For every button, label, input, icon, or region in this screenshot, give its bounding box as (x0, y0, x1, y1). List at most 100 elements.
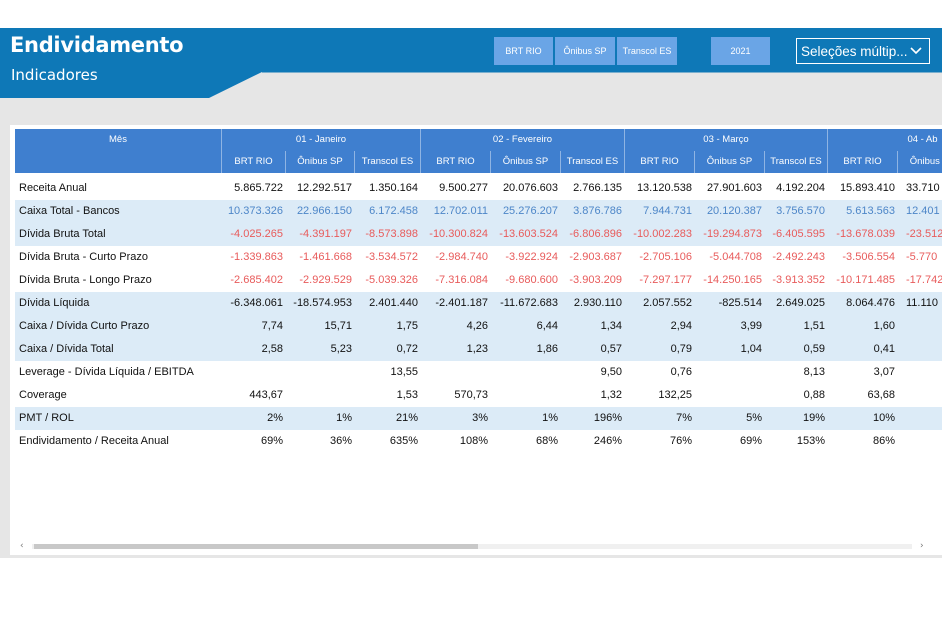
table-cell: 1,75 (396, 320, 418, 332)
table-cell: 0,72 (396, 343, 418, 355)
table-cell: 1,53 (396, 389, 418, 401)
table-cell: 5,23 (330, 343, 352, 355)
table-cell: 0,59 (803, 343, 825, 355)
scroll-thumb[interactable] (34, 544, 478, 549)
table-row: Dívida Bruta - Curto Prazo -1.339.863 -1.4… (15, 246, 942, 269)
table-cell: 1,51 (803, 320, 825, 332)
table-cell: 13.120.538 (636, 182, 692, 194)
table-row: Dívida Líquida -6.348.061 -18.574.953 2.401… (15, 292, 942, 315)
year-filter-button[interactable]: 2021 (711, 37, 770, 65)
table-cell: -3.534.572 (365, 251, 418, 263)
table-cell: 3,99 (740, 320, 762, 332)
table-cell: -2.903.687 (569, 251, 622, 263)
row-label: Caixa / Dívida Total (19, 343, 114, 355)
header-month: 02 - Fevereiro (421, 129, 625, 151)
table-cell: 15.893.410 (839, 182, 895, 194)
table-cell: -2.929.529 (299, 274, 352, 286)
table-cell: 132,25 (658, 389, 692, 401)
table-cell: 153% (796, 435, 825, 447)
table-cell: 21% (395, 412, 418, 424)
table-cell: 11.110 (906, 297, 939, 309)
header-company: Transcol ES (561, 151, 625, 173)
scroll-right-icon[interactable]: › (920, 541, 924, 551)
table-cell: 2% (267, 412, 283, 424)
table-row: Dívida Bruta - Longo Prazo -2.685.402 -2.9… (15, 269, 942, 292)
table-cell: 5.865.722 (234, 182, 283, 194)
filter-onibus-sp-button[interactable]: Ônibus SP (555, 37, 615, 65)
table-cell: 15,71 (324, 320, 352, 332)
row-label: Leverage - Dívida Líquida / EBITDA (19, 366, 194, 378)
header-divider (15, 173, 942, 174)
header-company: BRT RIO (222, 151, 286, 173)
table-cell: -8.573.898 (365, 228, 418, 240)
row-label: PMT / ROL (19, 412, 74, 424)
table-cell: 36% (329, 435, 352, 447)
table-cell: 5% (746, 412, 762, 424)
table-cell: -18.574.953 (293, 297, 352, 309)
table-cell: -1.339.863 (230, 251, 283, 263)
header-company: BRT RIO (625, 151, 695, 173)
table-cell: -3.922.924 (505, 251, 558, 263)
table-cell: -6.348.061 (230, 297, 283, 309)
table-row: Dívida Bruta Total -4.025.265 -4.391.197 -8… (15, 223, 942, 246)
table-cell: -10.171.485 (836, 274, 895, 286)
table-cell: -6.405.595 (772, 228, 825, 240)
header-company: Ônibus SP (286, 151, 355, 173)
table-cell: 570,73 (454, 389, 488, 401)
table-row: Caixa / Dívida Curto Prazo 7,74 15,71 1,75 4… (15, 315, 942, 338)
table-cell: 68% (535, 435, 558, 447)
row-label: Dívida Bruta - Curto Prazo (19, 251, 148, 263)
table-cell: 443,67 (249, 389, 283, 401)
filter-transcol-es-button[interactable]: Transcol ES (617, 37, 677, 65)
table-cell: 10% (872, 412, 895, 424)
table-cell: -23.512 (906, 228, 942, 240)
table-row: Leverage - Dívida Líquida / EBITDA 13,55 9… (15, 361, 942, 384)
scroll-left-icon[interactable]: ‹ (20, 541, 24, 551)
header-row-months: Mês 01 - Janeiro 02 - Fevereiro 03 - Março 0… (15, 129, 942, 151)
row-label: Dívida Bruta Total (19, 228, 106, 240)
table-cell: 1.350.164 (369, 182, 418, 194)
table-cell: 22.966.150 (296, 205, 352, 217)
header-company: Ônibus SP (491, 151, 561, 173)
table-cell: -825.514 (718, 297, 762, 309)
table-cell: 13,55 (390, 366, 418, 378)
table-cell: -19.294.873 (703, 228, 762, 240)
header-blank (15, 151, 222, 173)
table-cell: -7.316.084 (435, 274, 488, 286)
table-row: Coverage 443,67 1,53 570,73 1,32 132,25 0,88 63… (15, 384, 942, 407)
table-cell: 27.901.603 (706, 182, 762, 194)
table-cell: 69% (739, 435, 762, 447)
table-cell: -5.044.708 (709, 251, 762, 263)
table-cell: -14.250.165 (703, 274, 762, 286)
row-label: Dívida Líquida (19, 297, 90, 309)
table-cell: 12.401 (906, 205, 940, 217)
page-title: Endividamento (10, 33, 184, 57)
table-cell: -1.461.668 (299, 251, 352, 263)
table-cell: 63,68 (867, 389, 895, 401)
header-month: 03 - Março (625, 129, 828, 151)
table-cell: 1,60 (873, 320, 895, 332)
chevron-down-icon (910, 47, 922, 55)
table-cell: 20.076.603 (502, 182, 558, 194)
row-label: Caixa Total - Bancos (19, 205, 120, 217)
header-month: 04 - Ab (828, 129, 942, 151)
table-cell: 0,79 (670, 343, 692, 355)
table-cell: 2,94 (670, 320, 692, 332)
table-cell: 8.064.476 (846, 297, 895, 309)
table-cell: 4,26 (466, 320, 488, 332)
table-cell: 2,58 (261, 343, 283, 355)
table-cell: 4.192.204 (776, 182, 825, 194)
table-cell: -10.300.824 (429, 228, 488, 240)
table-cell: 1% (336, 412, 352, 424)
table-cell: 246% (593, 435, 622, 447)
horizontal-scrollbar[interactable]: ‹ › (14, 540, 932, 552)
table-cell: 9,50 (600, 366, 622, 378)
table-cell: 2.649.025 (776, 297, 825, 309)
table-row: Receita Anual 5.865.722 12.292.517 1.350.16… (15, 177, 942, 200)
filter-brt-rio-button[interactable]: BRT RIO (494, 37, 553, 65)
table-cell: 1,32 (600, 389, 622, 401)
table-cell: -7.297.177 (639, 274, 692, 286)
table-cell: 6.172.458 (369, 205, 418, 217)
multi-select-dropdown[interactable]: Seleções múltip... (796, 38, 930, 64)
page-subtitle: Indicadores (11, 66, 98, 84)
